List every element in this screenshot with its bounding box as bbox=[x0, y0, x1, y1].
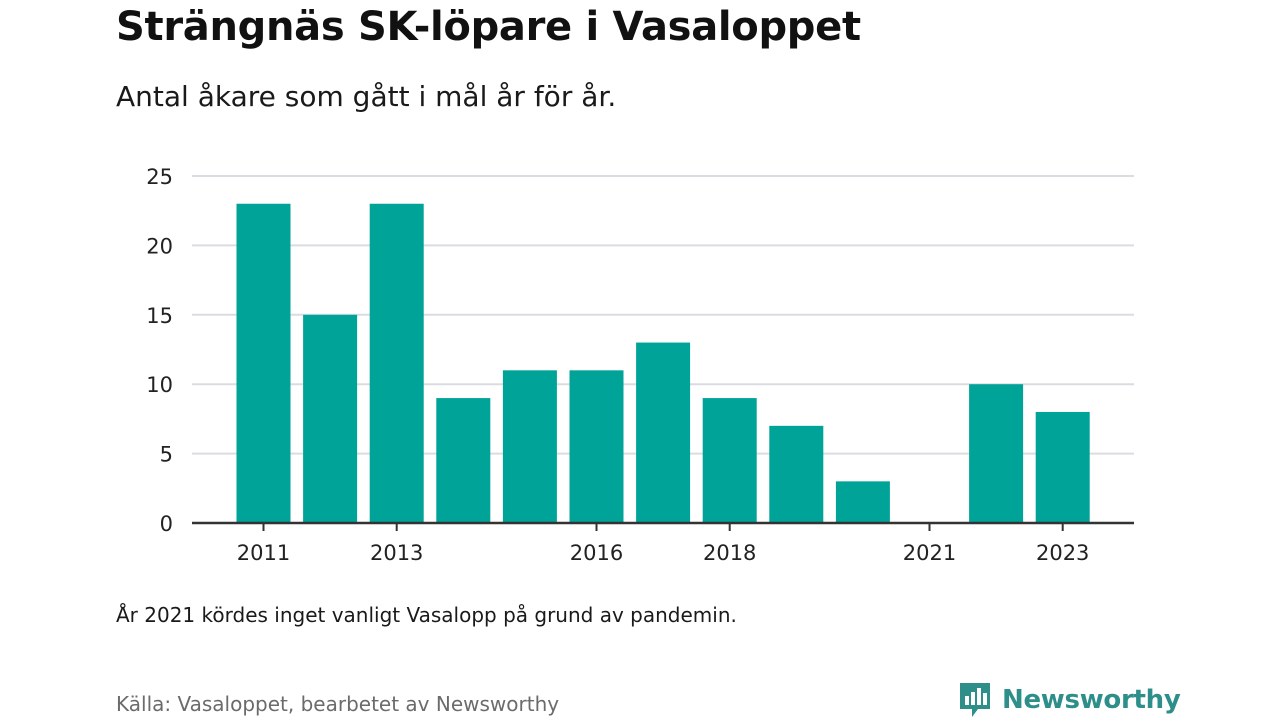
chart-title: Strängnäs SK-löpare i Vasaloppet bbox=[116, 4, 861, 50]
y-tick-label: 0 bbox=[160, 512, 173, 536]
bar-2023 bbox=[1035, 411, 1090, 523]
y-tick-label: 10 bbox=[146, 373, 173, 397]
chart-note: År 2021 kördes inget vanligt Vasalopp på… bbox=[116, 603, 737, 627]
bar-2013 bbox=[369, 203, 424, 523]
bar-2012 bbox=[303, 314, 358, 523]
bars bbox=[236, 203, 1090, 523]
y-axis-tick-labels: 0 5 10 15 20 25 bbox=[146, 165, 173, 536]
newsworthy-logo: Newsworthy bbox=[958, 681, 1181, 719]
x-tick-label: 2011 bbox=[237, 541, 290, 565]
bar-2011 bbox=[236, 203, 291, 523]
bar-2017 bbox=[636, 342, 691, 523]
chart-subtitle: Antal åkare som gått i mål år för år. bbox=[116, 80, 617, 113]
logo-wordmark: Newsworthy bbox=[1002, 685, 1181, 715]
source-credit: Källa: Vasaloppet, bearbetet av Newswort… bbox=[116, 692, 560, 716]
x-tick-label: 2023 bbox=[1036, 541, 1089, 565]
bar-2018 bbox=[702, 398, 757, 523]
y-tick-label: 15 bbox=[146, 304, 173, 328]
y-tick-label: 5 bbox=[160, 443, 173, 467]
bar-2020 bbox=[835, 481, 890, 523]
y-tick-label: 20 bbox=[146, 234, 173, 258]
x-tick-label: 2018 bbox=[703, 541, 756, 565]
bar-2019 bbox=[769, 425, 824, 523]
x-tick-label: 2021 bbox=[903, 541, 956, 565]
bar-2016 bbox=[569, 370, 624, 523]
x-tick-label: 2013 bbox=[370, 541, 423, 565]
x-axis-tick-labels: 2011 2013 2016 2018 2021 2023 bbox=[237, 523, 1089, 565]
bar-2022 bbox=[969, 384, 1024, 523]
bar-chart: 0 5 10 15 20 25 2011 2013 2016 2018 2021 2023 bbox=[146, 165, 1134, 565]
x-tick-label: 2016 bbox=[570, 541, 623, 565]
y-tick-label: 25 bbox=[146, 165, 173, 189]
newsworthy-bar-chart-icon bbox=[960, 683, 990, 717]
bar-2014 bbox=[436, 398, 491, 523]
bar-2015 bbox=[502, 370, 557, 523]
